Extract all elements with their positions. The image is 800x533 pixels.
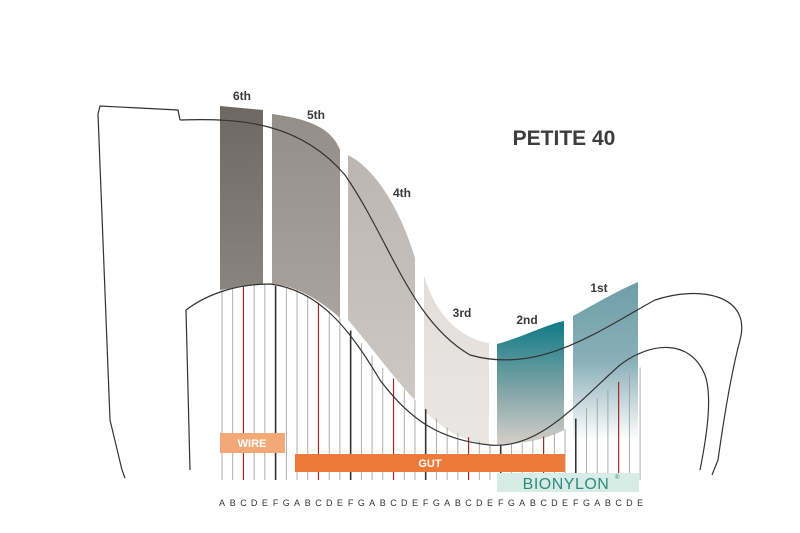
- note-letter-17: C: [390, 498, 397, 508]
- bionylon-band: [497, 473, 639, 492]
- note-letter-38: C: [615, 498, 622, 508]
- note-letter-25: D: [476, 498, 483, 508]
- note-letter-16: B: [380, 498, 386, 508]
- note-letter-14: G: [358, 498, 365, 508]
- note-letter-9: B: [305, 498, 311, 508]
- note-letter-20: F: [423, 498, 429, 508]
- note-letter-33: E: [562, 498, 568, 508]
- harp-strings: [221, 284, 641, 480]
- octave-3-block: [424, 276, 489, 445]
- bionylon-label: BIONYLON: [523, 476, 610, 493]
- harp-neck-outline: [179, 119, 743, 476]
- note-letter-1: A: [219, 498, 225, 508]
- note-letter-30: B: [530, 498, 536, 508]
- octave-5-block: [272, 114, 340, 318]
- harp-soundboard-outline: [185, 283, 710, 471]
- octave-label-1: 1st: [590, 281, 607, 295]
- octave-blocks: [220, 106, 638, 445]
- octave-1-block: [573, 282, 638, 440]
- octave-label-4: 4th: [393, 186, 411, 200]
- gut-band: [295, 454, 565, 472]
- wire-label: WIRE: [238, 438, 267, 450]
- octave-4-block: [348, 155, 415, 400]
- note-letter-10: C: [315, 498, 322, 508]
- harp-pillar-outline: [97, 105, 181, 479]
- octave-labels: 6th 5th 4th 3rd 2nd 1st: [233, 89, 608, 327]
- bionylon-registered-mark: ®: [615, 474, 620, 481]
- note-letter-3: C: [240, 498, 247, 508]
- note-letter-18: D: [401, 498, 408, 508]
- note-letter-28: G: [508, 498, 515, 508]
- octave-label-6: 6th: [233, 89, 251, 103]
- note-letter-27: F: [498, 498, 504, 508]
- note-letter-37: B: [605, 498, 611, 508]
- note-letter-22: A: [444, 498, 450, 508]
- note-letter-36: A: [594, 498, 600, 508]
- octave-2-block: [497, 321, 564, 445]
- note-letter-34: F: [573, 498, 579, 508]
- note-letter-2: B: [230, 498, 236, 508]
- note-letter-32: D: [551, 498, 558, 508]
- note-letter-12: E: [337, 498, 343, 508]
- octave-label-2: 2nd: [516, 313, 537, 327]
- note-letter-29: A: [519, 498, 525, 508]
- string-material-bands: WIRE GUT BIONYLON ®: [220, 433, 639, 493]
- note-letter-7: G: [283, 498, 290, 508]
- note-letter-4: D: [251, 498, 258, 508]
- note-letter-8: A: [294, 498, 300, 508]
- note-letter-5: E: [262, 498, 268, 508]
- note-letter-39: D: [626, 498, 633, 508]
- note-letter-24: C: [465, 498, 472, 508]
- note-letter-21: G: [433, 498, 440, 508]
- octave-6-block: [220, 106, 263, 290]
- note-letter-26: E: [487, 498, 493, 508]
- octave-label-3: 3rd: [453, 306, 472, 320]
- octave-label-5: 5th: [307, 108, 325, 122]
- note-letter-11: D: [326, 498, 333, 508]
- note-letter-19: E: [412, 498, 418, 508]
- note-letter-40: E: [637, 498, 643, 508]
- chart-title: PETITE 40: [513, 127, 616, 150]
- note-letter-6: F: [273, 498, 279, 508]
- note-letter-23: B: [455, 498, 461, 508]
- note-letter-15: A: [369, 498, 375, 508]
- wire-band: [220, 433, 285, 453]
- note-letter-35: G: [583, 498, 590, 508]
- note-letter-13: F: [348, 498, 354, 508]
- gut-label: GUT: [418, 458, 442, 470]
- note-letter-31: C: [540, 498, 547, 508]
- harp-outline: [97, 105, 743, 479]
